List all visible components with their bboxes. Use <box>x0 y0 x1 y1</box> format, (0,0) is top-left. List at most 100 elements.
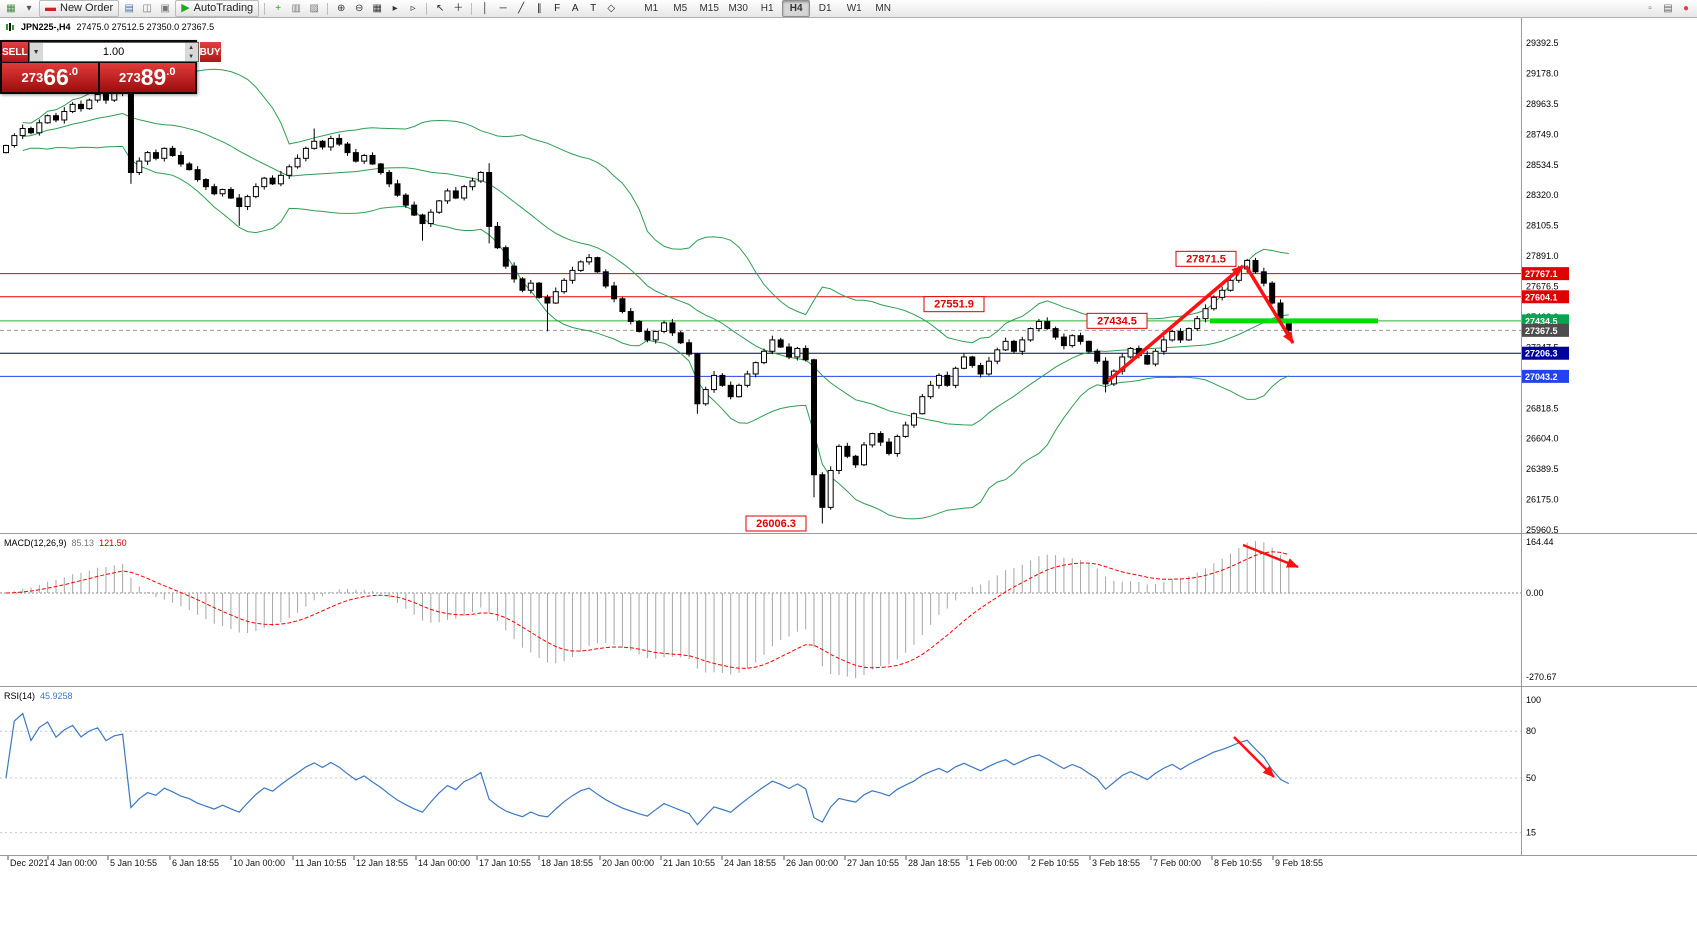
sell-price[interactable]: 273 66.0 <box>2 63 98 92</box>
price-tag: 27604.1 <box>1522 290 1569 304</box>
timeframe-mn[interactable]: MN <box>875 3 891 14</box>
svg-text:27206.3: 27206.3 <box>1525 349 1558 359</box>
chart-shift-icon[interactable]: ▹ <box>405 1 421 16</box>
candle-body <box>294 157 301 168</box>
timeframe-h1[interactable]: H1 <box>760 3 774 14</box>
candle-body <box>1269 282 1276 304</box>
trend-arrow[interactable] <box>1233 736 1275 778</box>
trend-arrow[interactable] <box>1242 543 1299 569</box>
volume-dropdown-icon[interactable]: ▼ <box>29 43 43 61</box>
macd-signal-value: 121.50 <box>99 538 127 548</box>
price-tag: 27367.5 <box>1522 323 1569 337</box>
candle-body <box>1260 271 1267 284</box>
candle-body <box>461 186 468 199</box>
trend-arrow[interactable] <box>1106 264 1245 383</box>
channel-icon[interactable]: ∥ <box>531 1 547 16</box>
trend-arrow[interactable] <box>1244 265 1295 344</box>
volume-input[interactable] <box>42 43 185 61</box>
svg-text:7 Feb 00:00: 7 Feb 00:00 <box>1153 858 1201 868</box>
candle-body <box>860 444 867 466</box>
volume-spinner[interactable]: ▲ ▼ <box>184 43 198 61</box>
candle-body <box>994 349 1001 362</box>
candle-body <box>935 374 942 386</box>
candle-body <box>1227 279 1234 291</box>
timeframe-m30[interactable]: M30 <box>728 3 748 14</box>
timeframe-d1[interactable]: D1 <box>818 3 832 14</box>
zoom-out-icon[interactable]: ⊖ <box>351 1 367 16</box>
svg-text:80: 80 <box>1526 726 1536 736</box>
trendline-icon[interactable]: ╱ <box>513 1 529 16</box>
candle-body <box>877 433 884 443</box>
candle-body <box>894 435 901 454</box>
price-digits: 273 <box>119 70 141 85</box>
price-annotation[interactable]: 26006.3 <box>745 515 807 532</box>
buy-button[interactable]: BUY <box>199 42 221 62</box>
time-axis: Dec 2021 4 Jan 00:00 5 Jan 10:55 6 Jan 18:5… <box>7 856 1323 868</box>
text-label-icon[interactable]: T <box>585 1 601 16</box>
cursor-icon[interactable]: ↖ <box>432 1 448 16</box>
candle-body <box>486 171 493 227</box>
chart-window-icon[interactable]: ▫ <box>1642 1 1658 16</box>
crosshair-icon[interactable]: ＋ <box>450 1 466 16</box>
text-icon[interactable]: A <box>567 1 583 16</box>
autotrading-button[interactable]: ▶ AutoTrading <box>175 0 260 17</box>
shapes-icon[interactable]: ◇ <box>603 1 619 16</box>
candle-body <box>77 103 84 110</box>
price-digits: 89 <box>140 64 167 90</box>
candle-body <box>910 413 917 426</box>
candle-body <box>652 330 659 341</box>
candle-body <box>1002 340 1009 351</box>
timeframe-m15[interactable]: M15 <box>699 3 719 14</box>
candle-body <box>544 296 551 304</box>
svg-text:26 Jan 00:00: 26 Jan 00:00 <box>786 858 838 868</box>
new-order-button[interactable]: ▬ New Order <box>39 0 120 17</box>
price-annotation[interactable]: 27871.5 <box>1175 250 1237 267</box>
auto-scroll-icon[interactable]: ▸ <box>387 1 403 16</box>
timeframe-m5[interactable]: M5 <box>673 3 688 14</box>
candle-body <box>577 261 584 271</box>
candle-body <box>1010 340 1017 352</box>
zoom-in-icon[interactable]: ⊕ <box>333 1 349 16</box>
price-annotation[interactable]: 27551.9 <box>923 296 985 313</box>
window-menu-icon-glyph: ▤ <box>1663 2 1673 14</box>
timeframe-h4[interactable]: H4 <box>782 0 811 17</box>
candle-body <box>1127 347 1134 358</box>
terminal-icon[interactable]: ▣ <box>157 1 173 16</box>
timeframe-m1[interactable]: M1 <box>644 3 659 14</box>
candle-body <box>627 311 634 322</box>
candle-body <box>144 152 151 162</box>
window-menu-icon[interactable]: ▤ <box>1660 1 1676 16</box>
svg-text:28105.5: 28105.5 <box>1526 221 1559 231</box>
market-watch-icon[interactable]: ▤ <box>121 1 137 16</box>
sell-button[interactable]: SELL <box>2 42 28 62</box>
horizontal-line-icon[interactable]: ─ <box>495 1 511 16</box>
candle-body <box>361 154 368 162</box>
new-chart-icon[interactable]: ▦ <box>3 1 19 16</box>
svg-text:27551.9: 27551.9 <box>934 299 974 311</box>
indicators-icon[interactable]: + <box>270 1 286 16</box>
price-annotation[interactable]: 27434.5 <box>1086 312 1148 329</box>
svg-text:27043.2: 27043.2 <box>1525 372 1558 382</box>
candle-body <box>711 374 718 391</box>
volume-down-icon[interactable]: ▼ <box>188 53 195 60</box>
svg-text:27434.5: 27434.5 <box>1525 316 1558 326</box>
tile-windows-icon[interactable]: ▦ <box>369 1 385 16</box>
candle-body <box>669 322 676 334</box>
candle-body <box>1044 320 1051 330</box>
buy-price[interactable]: 273 89.0 <box>99 63 195 92</box>
timeframe-w1[interactable]: W1 <box>846 3 862 14</box>
help-icon[interactable]: ● <box>1678 1 1694 16</box>
candle-body <box>702 389 709 405</box>
text-icon-glyph: A <box>571 2 579 14</box>
svg-text:0.00: 0.00 <box>1526 588 1544 598</box>
periods-icon[interactable]: ▥ <box>288 1 304 16</box>
templates-icon[interactable]: ▨ <box>306 1 322 16</box>
profiles-icon[interactable]: ▾ <box>21 1 37 16</box>
svg-text:27367.5: 27367.5 <box>1525 326 1558 336</box>
rsi-indicator-label: RSI(14) 45.9258 <box>4 691 73 701</box>
fibonacci-icon[interactable]: F <box>549 1 565 16</box>
volume-up-icon[interactable]: ▲ <box>188 44 195 51</box>
navigator-icon[interactable]: ◫ <box>139 1 155 16</box>
candle-body <box>244 196 251 208</box>
vertical-line-icon[interactable]: │ <box>477 1 493 16</box>
